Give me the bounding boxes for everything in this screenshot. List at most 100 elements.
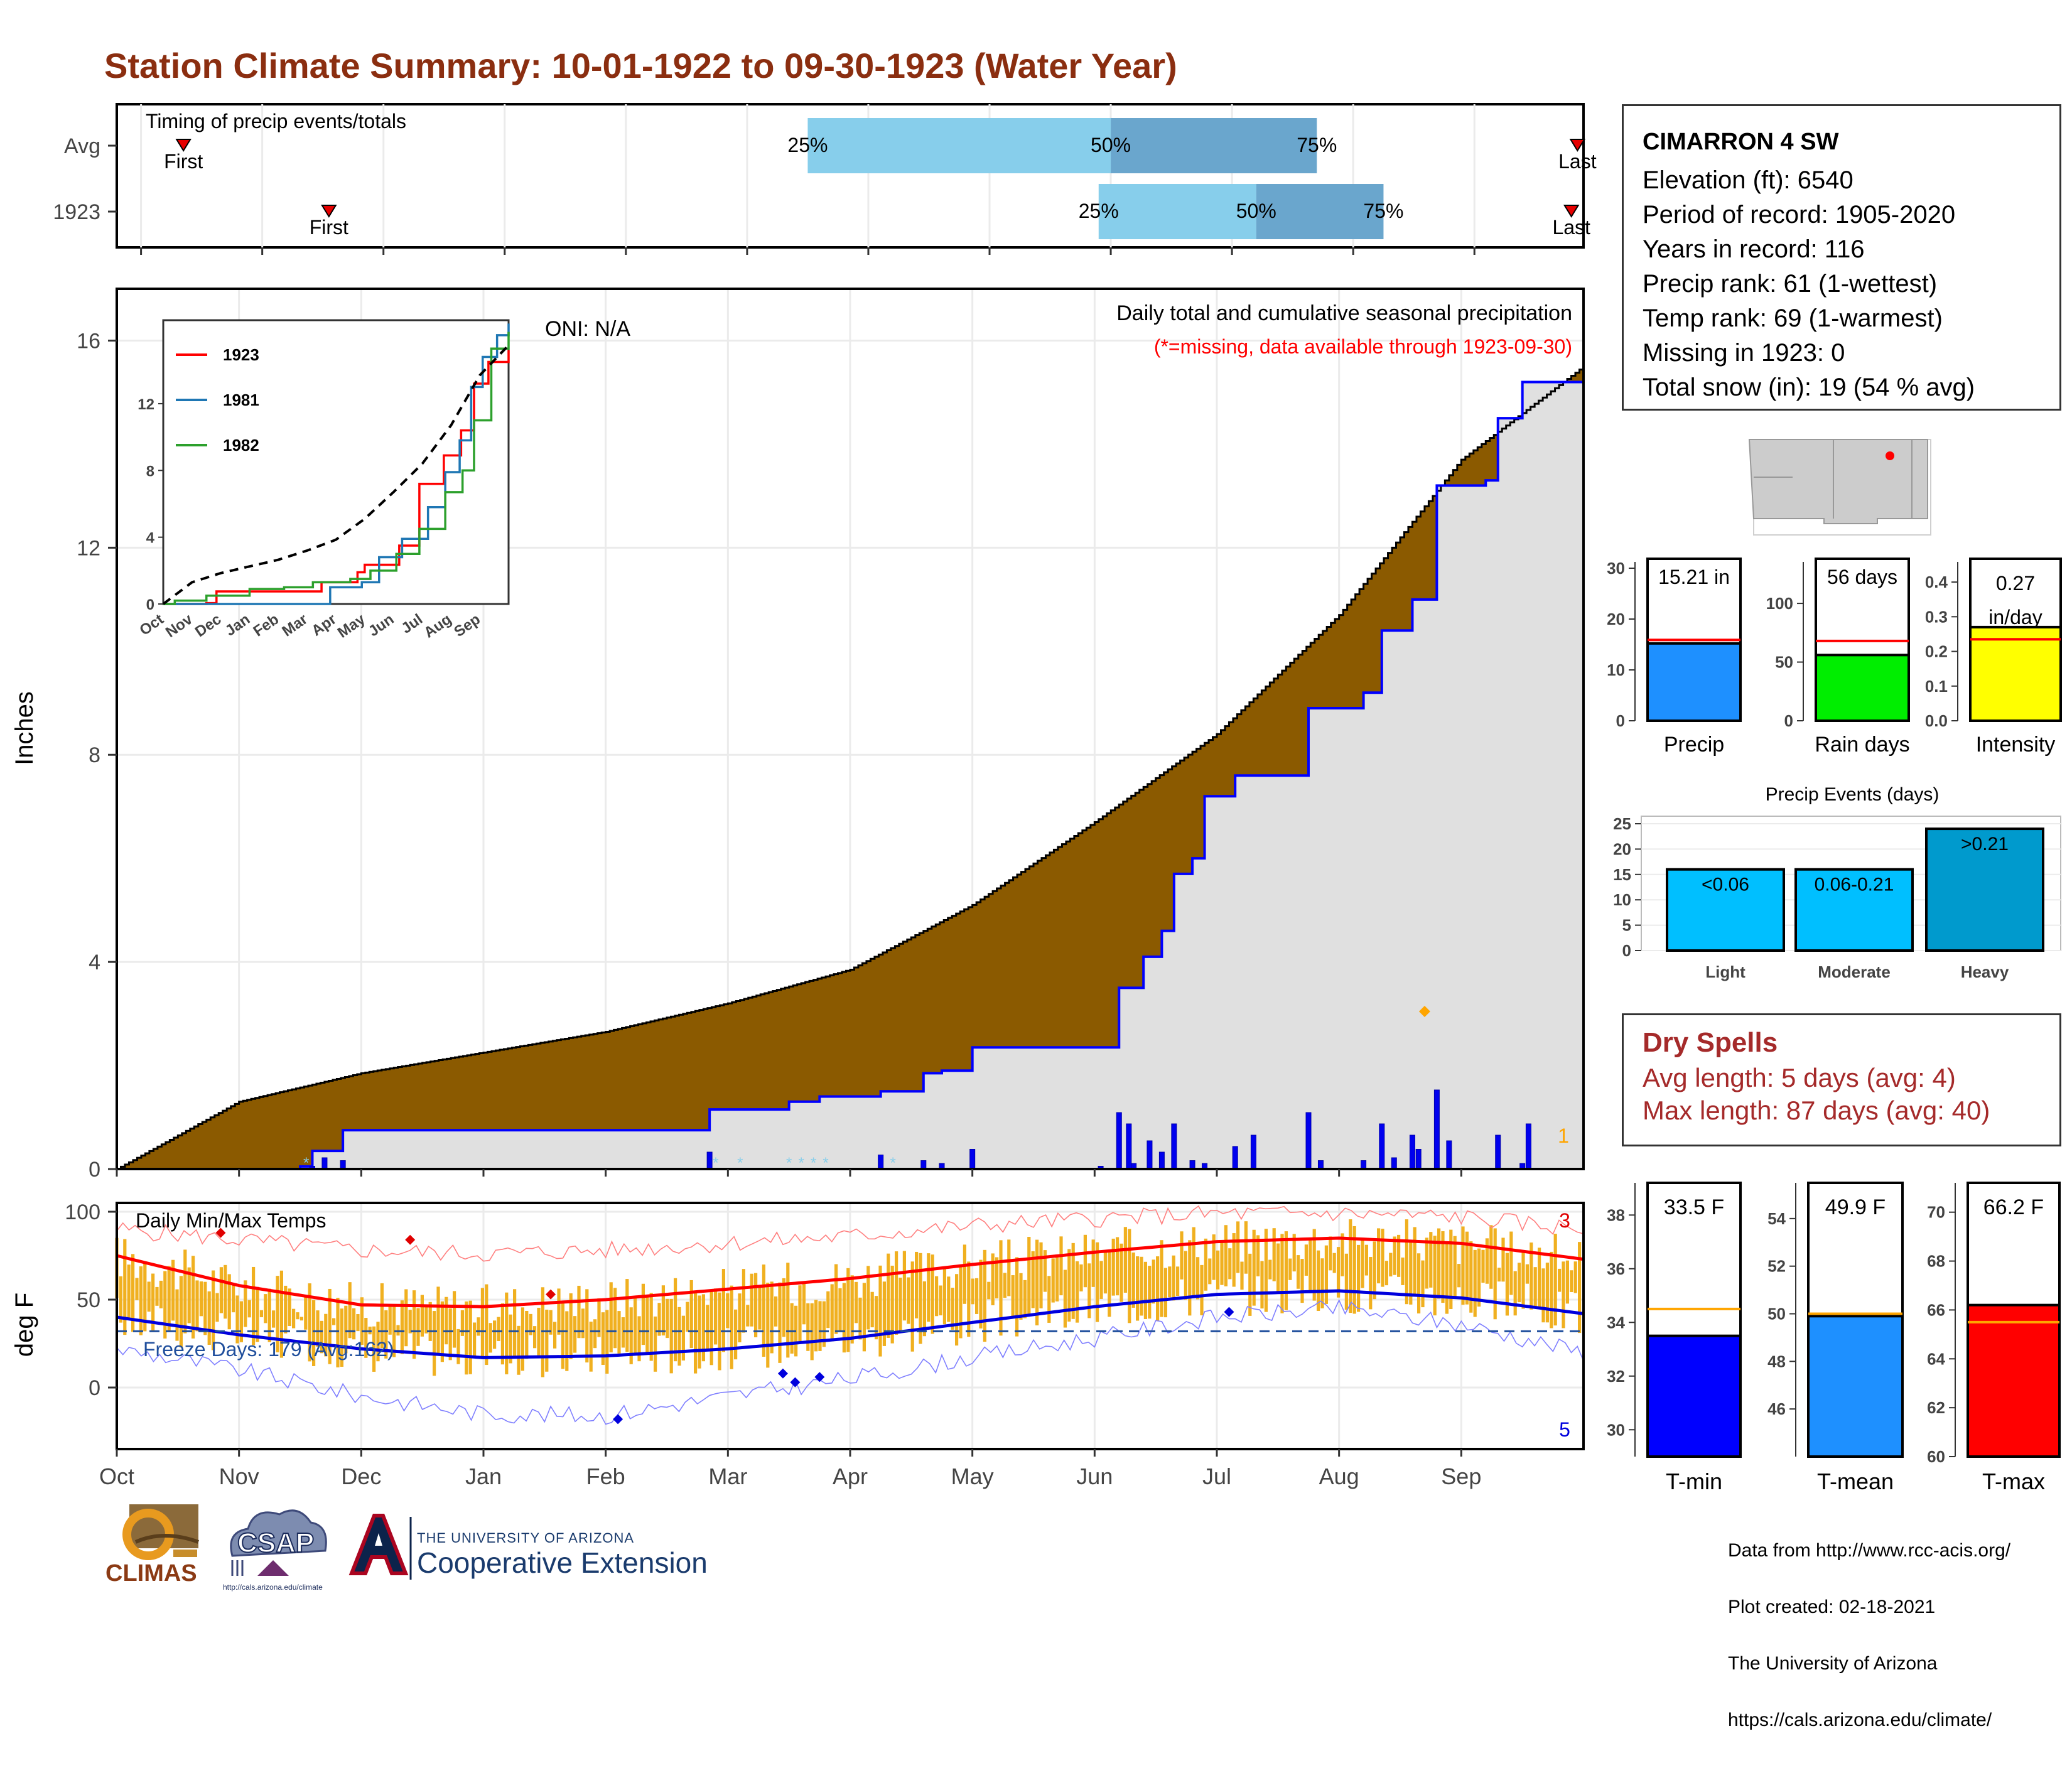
daily-temp-bar	[1565, 1260, 1569, 1304]
daily-temp-bar	[593, 1319, 597, 1349]
daily-temp-bar	[127, 1264, 131, 1319]
daily-temp-bar	[1047, 1276, 1051, 1323]
record-marker	[790, 1377, 801, 1388]
daily-temp-bar	[1344, 1253, 1348, 1310]
daily-temp-bar	[384, 1310, 388, 1359]
daily-temp-bar	[1521, 1251, 1525, 1309]
daily-temp-bar	[1212, 1234, 1216, 1280]
daily-temp-bar	[931, 1254, 934, 1334]
daily-temp-bar	[1284, 1231, 1288, 1310]
daily-temp-bar	[657, 1303, 661, 1336]
snow-marker: *	[890, 1155, 895, 1172]
daily-temp-bar	[1497, 1268, 1501, 1282]
intensity-ytick-label: 0.2	[1925, 642, 1948, 661]
daily-temp-bar	[1087, 1263, 1091, 1318]
daily-temp-bar	[991, 1253, 995, 1305]
snow-marker: *	[713, 1155, 718, 1172]
daily-temp-bar	[1091, 1239, 1095, 1287]
credit-line-data: Data from http://www.rcc-acis.org/	[1728, 1540, 2011, 1561]
daily-precip-bar	[1361, 1160, 1367, 1170]
station-years: Years in record: 116	[1643, 235, 1865, 263]
daily-temp-bar	[694, 1292, 698, 1374]
daily-temp-bar	[674, 1278, 677, 1362]
daily-temp-bar	[846, 1268, 850, 1352]
daily-precip-bar	[1433, 1089, 1440, 1170]
tmean-value-label: 49.9 F	[1825, 1195, 1886, 1219]
timing-first-marker	[321, 205, 337, 218]
station-period: Period of record: 1905-2020	[1643, 201, 1956, 229]
daily-temp-bar	[284, 1285, 288, 1334]
daily-precip-bar	[1171, 1123, 1177, 1170]
daily-precip-bar	[1525, 1123, 1531, 1170]
daily-temp-bar	[855, 1281, 858, 1323]
precip-events-panel: Precip Events (days) <0.06 Light 0.06-0.21 M…	[1613, 784, 2061, 981]
daily-temp-bar	[1292, 1234, 1296, 1272]
daily-temp-bar	[1453, 1236, 1457, 1298]
temp-ytick-label: 50	[77, 1288, 100, 1312]
daily-temp-bar	[1120, 1243, 1123, 1302]
daily-temp-bar	[147, 1281, 151, 1312]
daily-temp-bar	[995, 1257, 999, 1299]
daily-temp-bar	[1220, 1240, 1224, 1285]
daily-temp-bar	[1441, 1231, 1445, 1303]
daily-temp-bar	[448, 1308, 452, 1361]
daily-temp-bar	[1573, 1261, 1577, 1293]
daily-precip-bar	[920, 1160, 927, 1170]
daily-temp-bar	[1518, 1263, 1521, 1303]
intensity-ytick-label: 0.3	[1925, 607, 1948, 626]
daily-temp-bar	[1079, 1264, 1083, 1291]
inset-series-1923	[163, 350, 510, 605]
daily-temp-bar	[1067, 1249, 1071, 1322]
daily-temp-bar	[987, 1281, 991, 1300]
timing-last-marker	[1563, 205, 1580, 218]
daily-temp-bar	[1361, 1237, 1364, 1288]
station-info-box: CIMARRON 4 SW Elevation (ft): 6540 Perio…	[1622, 104, 2061, 411]
daily-temp-bar	[1163, 1268, 1167, 1318]
record-marker	[405, 1234, 416, 1245]
daily-temp-bar	[1570, 1270, 1573, 1292]
daily-temp-bar	[1043, 1250, 1047, 1292]
daily-temp-bar	[746, 1305, 750, 1327]
month-label: May	[951, 1463, 994, 1489]
daily-temp-bar	[750, 1273, 753, 1327]
location-map	[1748, 439, 1931, 536]
daily-temp-bar	[1352, 1226, 1356, 1314]
daily-temp-bar	[774, 1296, 778, 1327]
daily-temp-bar	[919, 1253, 922, 1344]
temp-bars-panel: 30 32 34 36 38 33.5 F T-min 46 48 50 52 54 49.9 F T-m…	[1607, 1182, 2061, 1494]
daily-temp-bar	[1445, 1242, 1449, 1314]
events-ytick-label: 0	[1622, 941, 1631, 960]
tmin-ytick-label: 32	[1607, 1367, 1625, 1386]
daily-temp-bar	[1083, 1234, 1087, 1288]
daily-temp-bar	[830, 1284, 834, 1342]
timing-label-75: 75%	[1363, 200, 1403, 222]
daily-temp-bar	[1393, 1236, 1396, 1275]
dry-spells-heading: Dry Spells	[1643, 1027, 1778, 1058]
daily-temp-bar	[167, 1266, 171, 1332]
daily-temp-bar	[1465, 1231, 1469, 1305]
daily-temp-bar	[649, 1293, 653, 1361]
daily-temp-bar	[1248, 1253, 1252, 1316]
daily-temp-bar	[267, 1288, 271, 1342]
record-marker	[215, 1227, 226, 1238]
daily-temp-bar	[927, 1253, 931, 1322]
daily-temp-bar	[1337, 1247, 1341, 1298]
daily-temp-bar	[356, 1314, 360, 1332]
station-temp-rank: Temp rank: 69 (1-warmest)	[1643, 305, 1943, 332]
daily-temp-bar	[1304, 1244, 1308, 1276]
timing-row-label: Avg	[64, 134, 100, 158]
daily-temp-bar	[1389, 1253, 1393, 1277]
daily-temp-bar	[436, 1286, 440, 1354]
temp-heading: Daily Min/Max Temps	[136, 1209, 326, 1232]
events-bar-label: >0.21	[1961, 834, 2009, 854]
station-missing: Missing in 1923: 0	[1643, 339, 1845, 367]
daily-temp-bar	[272, 1310, 276, 1328]
tmin-ytick-label: 30	[1607, 1420, 1625, 1439]
inset-series-avg	[162, 344, 510, 605]
dry-avg-length: Avg length: 5 days (avg: 4)	[1643, 1063, 1956, 1092]
daily-temp-bar	[420, 1295, 424, 1337]
raindays-ytick-label: 0	[1784, 711, 1793, 730]
daily-temp-bar	[1297, 1255, 1300, 1289]
daily-temp-bar	[1509, 1231, 1513, 1295]
oni-label: ONI: N/A	[545, 317, 630, 341]
